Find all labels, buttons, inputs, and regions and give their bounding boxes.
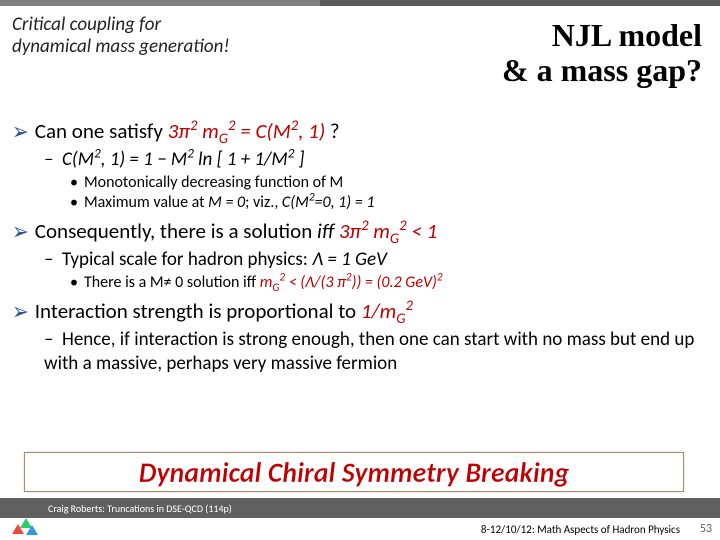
f: G: [219, 129, 228, 147]
body-content: ➢Can one satisfy 3π2 mG2 = C(M2, 1) ? –C…: [12, 118, 706, 378]
sub1-b1: • Monotonically decreasing function of M: [70, 173, 706, 192]
sub1-b2: •Maximum value at M = 0; viz., C(M2=0, 1…: [70, 193, 706, 212]
t: C(M: [282, 193, 309, 212]
f: m: [197, 118, 218, 144]
t: M = 0: [208, 193, 245, 212]
t: ]: [294, 148, 304, 171]
t: Monotonically decreasing function of M: [84, 173, 343, 192]
footer-left: Craig Roberts: Truncations in DSE-QCD (1…: [48, 502, 232, 515]
f: mG2 < (Λ/(3 π2)) = (0.2 GeV)2: [260, 273, 443, 292]
chevron-icon: ➢: [12, 117, 29, 147]
t: , 1) = 1 − M: [101, 148, 187, 171]
dash-icon: –: [44, 328, 56, 352]
sub-1: –C(M2, 1) = 1 − M2 ln [ 1 + 1/M2 ]: [44, 148, 706, 171]
footer-bar: Craig Roberts: Truncations in DSE-QCD (1…: [0, 498, 720, 518]
f: 2: [406, 296, 413, 314]
f: 3π: [339, 218, 361, 244]
triangle-icon: [26, 525, 38, 535]
f: G: [390, 229, 399, 247]
t: There is a M: [84, 273, 164, 292]
f: 3π: [168, 118, 190, 144]
f: G: [396, 309, 405, 327]
chevron-icon: ➢: [12, 297, 29, 327]
sub-2: –Typical scale for hadron physics: Λ = 1…: [44, 248, 706, 271]
b1-text: Can one satisfy: [35, 118, 168, 144]
chevron-icon: ➢: [12, 217, 29, 247]
f: )) = (0.2 GeV): [352, 273, 437, 292]
title-line2: & a mass gap?: [502, 52, 702, 88]
bullet-icon: •: [70, 173, 78, 192]
annotation-line2: dynamical mass generation!: [12, 35, 230, 58]
bullet-3: ➢Interaction strength is proportional to…: [12, 298, 706, 324]
t: 2: [187, 145, 194, 162]
t: ≠ 0 solution iff: [164, 273, 260, 292]
t: C(M: [62, 148, 94, 171]
bullet-icon: •: [70, 193, 78, 212]
t: 2: [94, 145, 101, 162]
sub-3: –Hence, if interaction is strong enough,…: [44, 328, 706, 376]
bullet-1: ➢Can one satisfy 3π2 mG2 = C(M2, 1) ?: [12, 118, 706, 144]
annotation-text: Critical coupling for dynamical mass gen…: [12, 14, 230, 58]
f: = C(M: [235, 118, 290, 144]
f: 2: [361, 216, 368, 234]
b2-formula: 3π2 mG2 < 1: [339, 218, 437, 244]
highlight-text: Dynamical Chiral Symmetry Breaking: [139, 455, 570, 490]
t: =0, 1) = 1: [314, 193, 374, 212]
dash-icon: –: [44, 248, 56, 271]
f: m: [369, 218, 390, 244]
sub2-b1: •There is a M≠ 0 solution iff mG2 < (Λ/(…: [70, 273, 706, 292]
footer-right: 8-12/10/12: Math Aspects of Hadron Physi…: [481, 523, 680, 536]
top-bar: [0, 0, 720, 6]
t: ln [ 1 + 1/M: [194, 148, 288, 171]
t: Maximum value at: [84, 193, 208, 212]
t: iff: [317, 218, 339, 244]
f: 2: [437, 271, 443, 285]
highlight-box: Dynamical Chiral Symmetry Breaking: [24, 452, 684, 492]
f: m: [260, 273, 273, 292]
bullet-2: ➢Consequently, there is a solution iff 3…: [12, 218, 706, 244]
annotation-line1: Critical coupling for: [12, 13, 161, 36]
t: Typical scale for hadron physics:: [62, 248, 312, 271]
t: Λ = 1 GeV: [312, 248, 387, 271]
t: Consequently, there is a solution: [35, 218, 317, 244]
logo-icon: [10, 518, 38, 536]
f: < (Λ/(3 π: [285, 273, 346, 292]
title-line1: NJL model: [552, 17, 702, 53]
f: 1/m: [361, 298, 396, 324]
b1-suffix: ?: [325, 118, 339, 144]
f: 2: [399, 216, 406, 234]
t: Interaction strength is proportional to: [35, 298, 361, 324]
dash-icon: –: [44, 148, 56, 171]
b3-formula: 1/mG2: [361, 298, 413, 324]
f: , 1): [298, 118, 325, 144]
f: < 1: [407, 218, 438, 244]
b1-formula: 3π2 mG2 = C(M2, 1): [168, 118, 326, 144]
t: Hence, if interaction is strong enough, …: [44, 328, 694, 375]
t: ; viz.,: [245, 193, 282, 212]
page-number: 53: [700, 522, 712, 536]
slide-title: NJL model & a mass gap?: [502, 18, 702, 88]
bullet-icon: •: [70, 273, 78, 292]
